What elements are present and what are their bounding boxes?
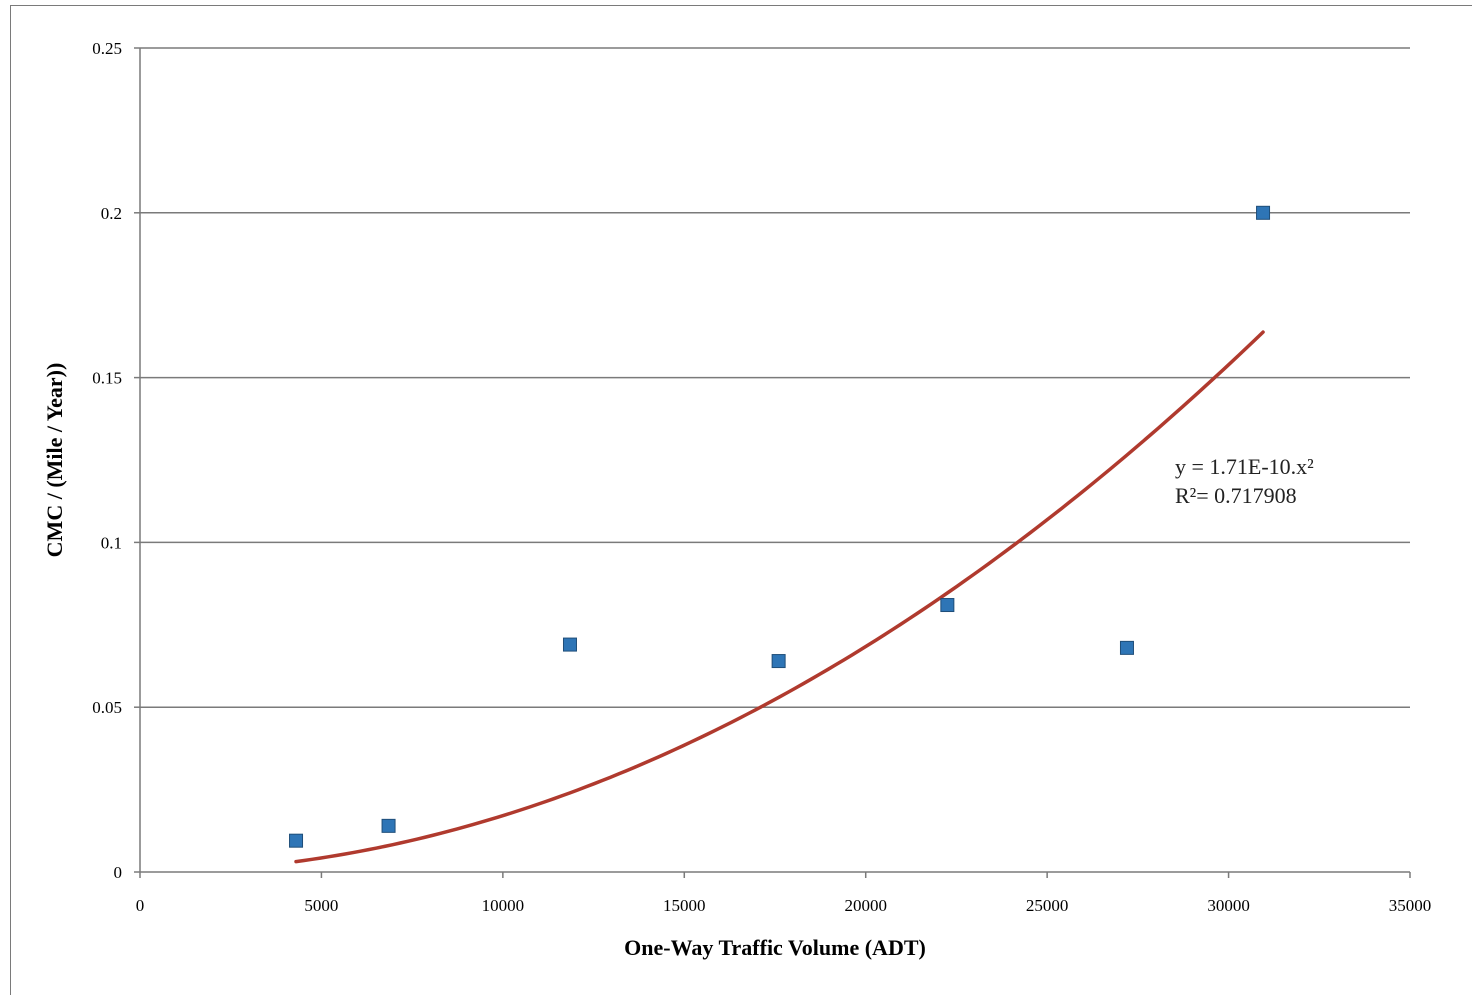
data-point-4: [940, 598, 955, 613]
x-tick-label-1: 5000: [304, 896, 338, 915]
x-axis-title: One-Way Traffic Volume (ADT): [624, 935, 926, 960]
data-point-2: [562, 637, 577, 652]
y-tick-labels: 0 0.05 0.1 0.15 0.2 0.25: [92, 39, 140, 882]
x-tick-label-3: 15000: [663, 896, 706, 915]
y-tick-label-3: 0.15: [92, 369, 122, 388]
grid-lines: [140, 47, 1410, 708]
y-tick-label-2: 0.1: [101, 533, 122, 552]
x-tick-label-6: 30000: [1207, 896, 1250, 915]
data-point-1: [381, 818, 396, 833]
x-tick-label-2: 10000: [482, 896, 525, 915]
trendline-r-squared: R²= 0.717908: [1175, 483, 1297, 508]
data-point-3: [771, 654, 786, 669]
trendline-equation: y = 1.71E-10.x²: [1175, 454, 1314, 479]
trendline-curve: [294, 330, 1265, 864]
axes: [139, 48, 1410, 873]
y-tick-label-1: 0.05: [92, 698, 122, 717]
y-axis-title: CMC / (Mile / Year)): [42, 363, 67, 558]
y-tick-label-4: 0.2: [101, 204, 122, 223]
data-point-0: [289, 833, 304, 848]
x-tick-label-0: 0: [136, 896, 145, 915]
data-point-5: [1119, 640, 1134, 655]
x-tick-label-4: 20000: [844, 896, 887, 915]
data-point-6: [1256, 205, 1271, 220]
trendline: [294, 330, 1265, 864]
x-tick-labels: 0 5000 10000 15000 20000 25000 30000 35000: [136, 872, 1432, 915]
x-tick-label-5: 25000: [1026, 896, 1069, 915]
y-tick-label-0: 0: [114, 863, 123, 882]
y-tick-label-5: 0.25: [92, 39, 122, 58]
data-points: [289, 205, 1271, 848]
x-tick-label-7: 35000: [1389, 896, 1432, 915]
chart-frame: [10, 5, 1472, 995]
